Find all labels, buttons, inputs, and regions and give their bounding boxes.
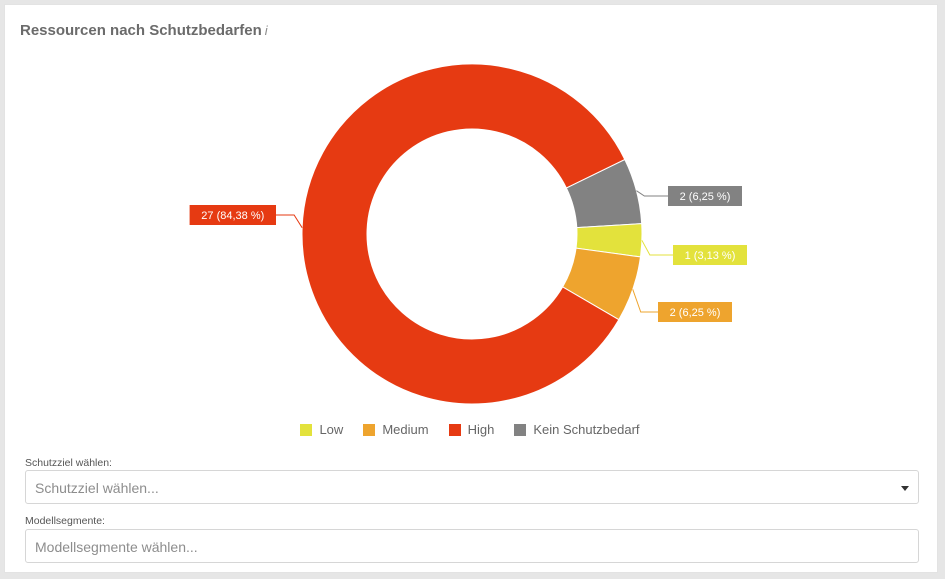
modellsegmente-label: Modellsegmente:	[25, 515, 105, 527]
data-label-box-low	[673, 245, 747, 265]
chart-legend: Low Medium High Kein Schutzbedarf	[4, 422, 936, 437]
chart-title-text: Ressourcen nach Schutzbedarfen	[20, 22, 262, 39]
data-label-low: 1 (3,13 %)	[685, 250, 736, 262]
data-label-box-kein-schutzbedarf	[668, 186, 742, 206]
donut-slice-high[interactable]	[301, 63, 626, 405]
legend-swatch	[514, 423, 527, 436]
legend-item-medium[interactable]: Medium	[363, 422, 429, 437]
legend-item-low[interactable]: Low	[300, 422, 343, 437]
legend-swatch	[448, 423, 461, 436]
legend-label: Low	[319, 422, 344, 437]
leader-line-medium	[632, 289, 658, 313]
data-label-box-high	[189, 205, 276, 225]
schutzziel-select[interactable]: Schutzziel wählen...	[25, 470, 919, 504]
modellsegmente-placeholder: Modellsegmente wählen...	[35, 539, 198, 555]
legend-swatch	[300, 423, 313, 436]
leader-line-high	[276, 214, 303, 228]
donut-chart: 2 (6,25 %) 1 (3,13 %) 2 (6,25 %) 27 (84,38 …	[189, 63, 747, 405]
legend-label: Medium	[382, 422, 429, 437]
legend-item-kein-schutzbedarf[interactable]: Kein Schutzbedarf	[514, 422, 640, 437]
chevron-down-icon[interactable]	[901, 486, 909, 491]
legend-label: High	[467, 422, 495, 437]
legend-label: Kein Schutzbedarf	[533, 422, 640, 437]
data-label-kein-schutzbedarf: 2 (6,25 %)	[680, 191, 731, 203]
schutzziel-placeholder: Schutzziel wählen...	[35, 480, 159, 496]
legend-item-high[interactable]: High	[448, 422, 495, 437]
modellsegmente-select[interactable]: Modellsegmente wählen...	[25, 529, 919, 563]
leader-line-low	[641, 240, 673, 256]
schutzziel-label: Schutzziel wählen:	[25, 457, 112, 469]
data-label-high: 27 (84,38 %)	[201, 210, 264, 222]
legend-swatch	[363, 423, 376, 436]
data-label-box-medium	[658, 302, 732, 322]
chart-card: Ressourcen nach Schutzbedarfen i 2 (6,25 …	[4, 4, 938, 573]
leader-line-kein-schutzbedarf	[636, 190, 668, 197]
data-label-medium: 2 (6,25 %)	[670, 307, 721, 319]
info-icon[interactable]: i	[264, 23, 268, 38]
chart-title: Ressourcen nach Schutzbedarfen i	[20, 22, 268, 39]
